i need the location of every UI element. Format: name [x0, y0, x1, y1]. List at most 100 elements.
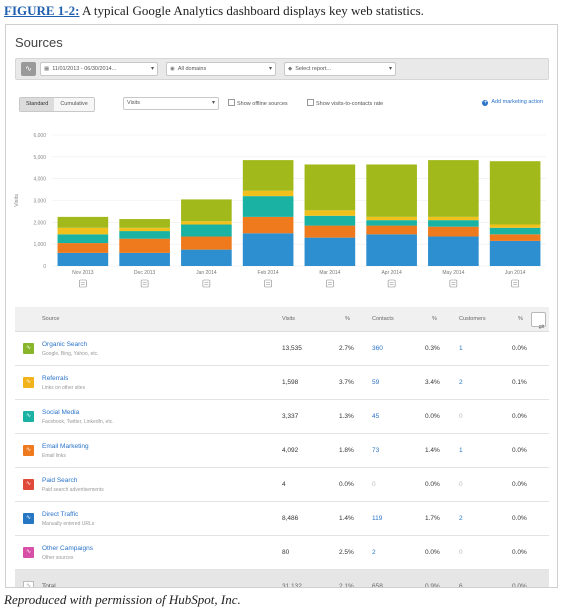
cell-pct3: 0.1%	[512, 379, 527, 386]
date-range-select[interactable]: ▦ 11/01/2013 - 06/30/2014... ▾	[40, 62, 158, 76]
cell-customers[interactable]: 2	[459, 515, 463, 522]
note-icon	[264, 279, 272, 288]
col-contacts-pct[interactable]: %	[432, 316, 437, 322]
cell-pct3: 0.0%	[512, 481, 527, 488]
table-row: ∿ Other Campaigns Other sources 80 2.5% 2 0.0%…	[15, 536, 549, 570]
source-description: Links on other sites	[42, 385, 86, 391]
source-name-link[interactable]: Social Media	[42, 409, 80, 416]
metric-select[interactable]: Visits ▾	[123, 97, 219, 110]
cell-customers[interactable]: 2	[459, 379, 463, 386]
cell-pct3: 0.0%	[512, 549, 527, 556]
cell-pct2: 1.7%	[425, 515, 440, 522]
bar-segment	[366, 216, 417, 221]
source-name-link[interactable]: Other Campaigns	[42, 545, 93, 552]
checkbox-box	[228, 99, 235, 106]
cell-pct1: 1.8%	[339, 447, 354, 454]
x-tick-label: Jun 2014	[505, 270, 526, 276]
cell-contacts: 0	[372, 481, 376, 488]
x-tick-label: May 2014	[442, 270, 464, 276]
bar-segment	[428, 216, 479, 221]
table-body: ∿ Organic Search Google, Bing, Yahoo, etc.…	[15, 332, 549, 588]
cell-visits: 31,132	[282, 583, 302, 588]
col-visits-pct[interactable]: %	[345, 316, 350, 322]
cell-visits: 80	[282, 549, 290, 556]
col-contacts[interactable]: Contacts	[372, 316, 394, 322]
add-marketing-action-link[interactable]: + Add marketing action	[482, 99, 543, 106]
source-name-link[interactable]: Referrals	[42, 375, 69, 382]
col-visits[interactable]: Visits	[282, 316, 296, 322]
x-tick-label: Apr 2014	[381, 270, 402, 276]
bar-segment	[242, 190, 294, 197]
visits-to-contacts-checkbox[interactable]: Show visits-to-contacts rate	[307, 99, 383, 107]
figure-caption: FIGURE 1-2: A typical Google Analytics d…	[4, 3, 424, 19]
cell-contacts[interactable]: 2	[372, 549, 376, 556]
bar-segment	[242, 233, 294, 266]
chart-toggle-button[interactable]: ∿	[21, 62, 36, 76]
bar-segment	[366, 164, 417, 217]
bar-segment	[304, 210, 356, 216]
col-source[interactable]: Source	[42, 316, 60, 322]
cell-contacts[interactable]: 59	[372, 379, 380, 386]
pulse-icon: ∿	[23, 581, 34, 587]
swap-columns-button[interactable]: ⇄	[531, 312, 546, 331]
table-row: ∿ Direct Traffic Manually entered URLs 8,48…	[15, 502, 549, 536]
table-total-row: ∿ Total 31,132 2.1% 658 0.9% 6 0.0%	[15, 570, 549, 588]
bar-segment	[181, 236, 232, 250]
cell-customers[interactable]: 1	[459, 447, 463, 454]
cell-customers[interactable]: 1	[459, 345, 463, 352]
x-tick-label: Dec 2013	[134, 270, 156, 276]
col-customers-pct[interactable]: %	[518, 316, 523, 322]
bar-segment	[181, 224, 232, 237]
view-toggle: Standard Cumulative	[19, 97, 95, 112]
cell-contacts[interactable]: 45	[372, 413, 380, 420]
note-icon	[449, 279, 458, 288]
source-name-link[interactable]: Organic Search	[42, 341, 88, 348]
tab-standard[interactable]: Standard	[20, 98, 55, 111]
bar-segment	[242, 160, 294, 191]
bar-segment	[304, 225, 356, 238]
cell-customers: 6	[459, 583, 463, 588]
bar-segment	[57, 216, 109, 228]
domains-select[interactable]: ◉ All domains ▾	[166, 62, 276, 76]
bar-segment	[428, 226, 479, 237]
offline-sources-label: Show offline sources	[237, 101, 288, 107]
bar-segment	[489, 161, 541, 225]
cell-visits: 4,092	[282, 447, 299, 454]
visits-to-contacts-label: Show visits-to-contacts rate	[316, 101, 384, 107]
pulse-icon: ∿	[25, 64, 32, 73]
checkbox-box	[307, 99, 314, 106]
col-customers[interactable]: Customers	[459, 316, 486, 322]
bar-segment	[366, 234, 417, 266]
cell-contacts[interactable]: 119	[372, 515, 383, 522]
cell-customers: 0	[459, 481, 463, 488]
cell-customers: 0	[459, 413, 463, 420]
source-name-link[interactable]: Paid Search	[42, 477, 78, 484]
y-axis-label: Visits	[14, 194, 20, 207]
date-range-value: 11/01/2013 - 06/30/2014...	[52, 66, 117, 72]
source-description: Facebook, Twitter, LinkedIn, etc.	[42, 419, 114, 425]
footer-credit: Reproduced with permission of HubSpot, I…	[4, 592, 241, 607]
cell-contacts[interactable]: 360	[372, 345, 383, 352]
add-marketing-action-label: Add marketing action	[491, 99, 543, 105]
source-name-link[interactable]: Email Marketing	[42, 443, 89, 450]
chevron-down-icon: ▾	[150, 66, 154, 72]
source-description: Manually entered URLs	[42, 521, 95, 527]
source-name-link[interactable]: Direct Traffic	[42, 511, 79, 518]
cell-contacts[interactable]: 73	[372, 447, 380, 454]
sources-table: Source Visits % Contacts % Customers % ⇄…	[15, 307, 549, 588]
note-icon	[326, 279, 334, 288]
note-icon	[140, 279, 149, 288]
figure-label[interactable]: FIGURE 1-2:	[4, 3, 80, 18]
table-header: Source Visits % Contacts % Customers % ⇄	[15, 307, 549, 332]
cell-pct2: 3.4%	[425, 379, 440, 386]
report-select[interactable]: ◆ Select report... ▾	[284, 62, 396, 76]
tab-cumulative[interactable]: Cumulative	[54, 98, 94, 111]
x-tick-label: Mar 2014	[319, 270, 340, 276]
bar-segment	[57, 234, 109, 244]
bar-segment	[366, 220, 417, 226]
cell-pct2: 0.0%	[425, 413, 440, 420]
bar-segment	[119, 227, 170, 232]
pulse-icon: ∿	[23, 513, 34, 524]
bar-segment	[119, 219, 170, 228]
offline-sources-checkbox[interactable]: Show offline sources	[228, 99, 288, 107]
